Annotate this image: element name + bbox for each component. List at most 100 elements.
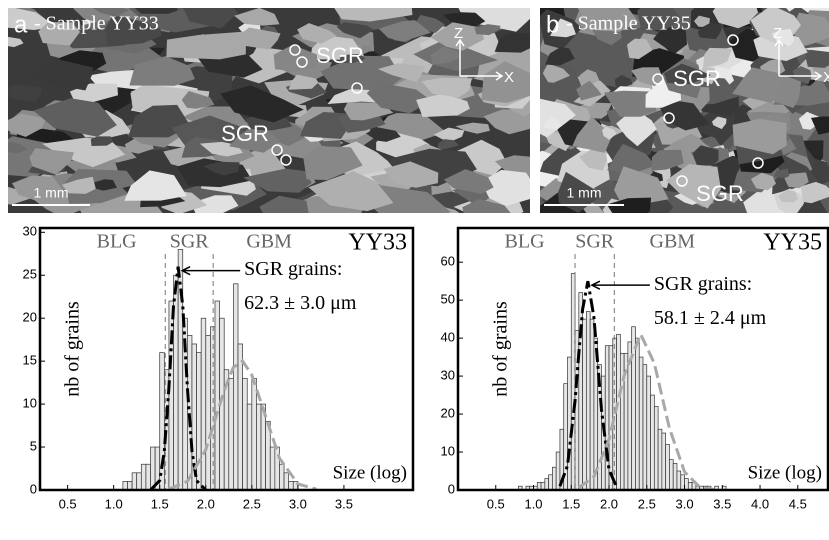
bar xyxy=(650,394,655,491)
plot-frame xyxy=(38,226,415,492)
grain xyxy=(614,166,669,205)
axis-arrows xyxy=(774,38,823,81)
grain xyxy=(637,8,682,31)
grain xyxy=(455,122,490,134)
grain xyxy=(421,77,472,98)
grain xyxy=(732,67,782,104)
chart-title: YY35 xyxy=(763,230,822,256)
grain xyxy=(416,93,470,118)
bar xyxy=(616,333,621,491)
grain xyxy=(320,55,403,91)
x-tick-label: 2.0 xyxy=(197,496,215,511)
bar xyxy=(136,472,142,491)
grain xyxy=(8,113,46,137)
bar xyxy=(196,352,202,491)
grain xyxy=(712,8,760,29)
grain xyxy=(234,8,280,26)
chart-title: YY33 xyxy=(348,230,407,256)
scale-label: 1 mm xyxy=(567,185,602,201)
grain xyxy=(90,136,113,146)
grain xyxy=(774,168,790,178)
grain xyxy=(811,116,829,135)
grain xyxy=(366,82,432,114)
grain xyxy=(607,143,656,174)
grain xyxy=(631,67,664,87)
bar xyxy=(228,377,234,491)
bar xyxy=(669,459,674,491)
bar xyxy=(570,273,576,491)
grain xyxy=(8,186,32,205)
y-tick-label: 25 xyxy=(23,267,37,282)
y-tick-label: 15 xyxy=(23,353,37,368)
y-tick-label: 0 xyxy=(30,481,37,496)
annotation: 58.1 ± 2.4 μm xyxy=(654,307,767,329)
x-axis-label: Size (log) xyxy=(748,462,822,483)
sgr-circle xyxy=(663,112,675,124)
y-tick-label: 30 xyxy=(23,224,37,239)
grain xyxy=(8,142,27,154)
grain xyxy=(449,139,507,176)
micrograph xyxy=(8,8,530,213)
bar xyxy=(586,311,591,491)
grain xyxy=(288,74,319,90)
bar xyxy=(665,444,670,491)
axis-x: X xyxy=(504,69,514,86)
grain xyxy=(577,8,639,32)
grain xyxy=(220,85,304,123)
sgr-circle xyxy=(676,175,688,187)
grain xyxy=(259,195,309,213)
x-axis-label: Size (log) xyxy=(333,462,407,483)
x-tick-label: 0.5 xyxy=(59,496,77,511)
x-tick-label: 4.5 xyxy=(789,496,807,511)
x-tick-label: 1.0 xyxy=(524,496,542,511)
grain xyxy=(336,22,374,39)
y-axis-label: nb of grains xyxy=(490,301,512,397)
bar xyxy=(283,472,290,491)
grain xyxy=(12,175,63,205)
bar xyxy=(140,463,147,491)
y-tick-label: 10 xyxy=(23,396,37,411)
grain xyxy=(191,195,239,213)
x-tick-label: 2.0 xyxy=(600,496,618,511)
bar xyxy=(631,326,636,491)
annotation: 62.3 ± 3.0 μm xyxy=(244,292,357,314)
grain xyxy=(308,171,394,212)
grain xyxy=(297,23,337,44)
grain xyxy=(430,46,461,65)
x-tick-label: 1.5 xyxy=(151,496,169,511)
x-tick-label: 4.0 xyxy=(751,496,769,511)
grain xyxy=(229,128,281,153)
fit-curve xyxy=(577,330,715,492)
y-tick-label: 10 xyxy=(441,443,455,458)
panel-title: - Sample YY33 xyxy=(34,13,159,35)
bar xyxy=(200,317,207,491)
x-tick-label: 3.0 xyxy=(675,496,693,511)
grain xyxy=(811,63,829,82)
sgr-circle xyxy=(280,154,292,166)
sgr-circle xyxy=(296,56,308,68)
sgr-circle xyxy=(351,82,363,94)
bar xyxy=(279,463,285,491)
grain xyxy=(603,90,657,117)
x-tick-label: 1.5 xyxy=(562,496,580,511)
bar xyxy=(168,300,174,491)
bar xyxy=(653,406,659,491)
grain xyxy=(364,127,401,142)
grain xyxy=(33,98,117,137)
bar xyxy=(145,463,151,491)
grain xyxy=(166,31,246,60)
grain xyxy=(651,149,684,171)
bar xyxy=(246,403,253,491)
x-tick-label: 2.5 xyxy=(638,496,656,511)
grain xyxy=(579,69,600,87)
zone-label: SGR xyxy=(170,231,210,253)
axis-z: Z xyxy=(773,25,782,42)
y-tick-label: 20 xyxy=(23,310,37,325)
y-tick-label: 30 xyxy=(441,368,455,383)
grain xyxy=(750,172,776,191)
zone-label: BLG xyxy=(97,231,137,253)
grain xyxy=(783,172,809,189)
grain xyxy=(602,126,617,140)
bar xyxy=(642,364,648,491)
